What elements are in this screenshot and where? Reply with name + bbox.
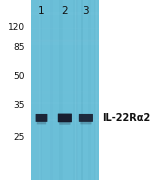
Bar xyxy=(31,39,99,41)
Text: 3: 3 xyxy=(83,6,89,16)
FancyBboxPatch shape xyxy=(36,114,47,122)
Bar xyxy=(31,92,99,94)
FancyBboxPatch shape xyxy=(79,114,93,122)
FancyBboxPatch shape xyxy=(58,114,72,122)
Bar xyxy=(31,119,99,121)
Text: 50: 50 xyxy=(14,72,25,81)
Bar xyxy=(31,40,99,42)
Text: IL-22Rα2: IL-22Rα2 xyxy=(102,113,150,123)
Bar xyxy=(59,0,62,180)
Bar xyxy=(76,0,77,180)
Bar xyxy=(88,0,90,180)
Bar xyxy=(95,0,97,180)
Bar xyxy=(31,42,99,45)
Bar xyxy=(36,0,37,180)
Bar xyxy=(31,102,99,104)
Bar xyxy=(73,0,75,180)
Bar xyxy=(94,0,96,180)
Text: 1: 1 xyxy=(38,6,45,16)
Bar xyxy=(75,0,77,180)
Text: 85: 85 xyxy=(14,43,25,52)
Bar xyxy=(31,12,99,15)
Text: 25: 25 xyxy=(14,133,25,142)
Bar xyxy=(94,0,95,180)
FancyBboxPatch shape xyxy=(80,120,92,124)
Bar xyxy=(62,0,63,180)
FancyBboxPatch shape xyxy=(37,120,46,124)
Bar xyxy=(90,0,92,180)
Bar xyxy=(37,0,40,180)
Bar xyxy=(31,119,99,121)
Bar xyxy=(81,0,83,180)
Bar xyxy=(31,0,99,180)
Bar xyxy=(31,91,99,92)
FancyBboxPatch shape xyxy=(59,121,70,125)
Bar xyxy=(31,40,99,42)
Bar xyxy=(31,28,99,29)
Text: 120: 120 xyxy=(8,23,25,32)
Text: 2: 2 xyxy=(61,6,68,16)
Text: 35: 35 xyxy=(14,101,25,110)
Bar xyxy=(41,0,42,180)
Bar xyxy=(31,117,99,118)
Bar xyxy=(81,0,83,180)
Bar xyxy=(36,0,39,180)
Bar xyxy=(51,0,53,180)
Bar xyxy=(76,0,78,180)
